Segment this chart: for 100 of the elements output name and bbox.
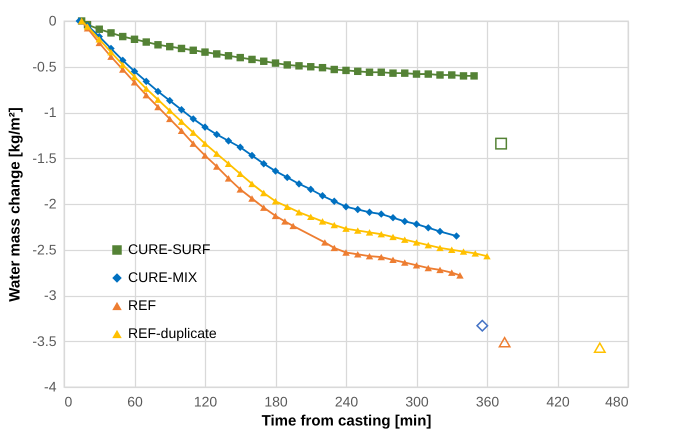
- point: [318, 64, 326, 72]
- point: [154, 88, 162, 96]
- point: [166, 96, 174, 104]
- point: [142, 78, 150, 86]
- point: [389, 234, 397, 240]
- point: [260, 160, 268, 168]
- point: [452, 232, 460, 240]
- point: [213, 163, 220, 170]
- point: [224, 175, 232, 182]
- x-tick-label: 120: [194, 394, 218, 410]
- point: [142, 92, 150, 98]
- point: [178, 118, 186, 125]
- point: [378, 68, 385, 76]
- x-tick-label: 0: [64, 394, 72, 410]
- point: [476, 320, 488, 332]
- point: [436, 244, 444, 252]
- point: [236, 186, 244, 193]
- point: [307, 63, 314, 70]
- point: [190, 46, 197, 54]
- point: [401, 218, 408, 226]
- point: [142, 38, 150, 46]
- point: [330, 198, 338, 205]
- point: [366, 68, 374, 76]
- x-tick-label: 420: [546, 394, 570, 410]
- point: [178, 128, 186, 134]
- point: [119, 32, 126, 40]
- point: [236, 144, 244, 151]
- point: [412, 220, 420, 228]
- point: [307, 214, 314, 220]
- point: [284, 61, 291, 69]
- point: [154, 41, 162, 48]
- legend-label: REF: [128, 297, 156, 313]
- point: [472, 250, 479, 257]
- y-tick-label: -3: [44, 287, 57, 303]
- point: [330, 244, 338, 252]
- point: [107, 48, 115, 56]
- point: [460, 72, 468, 80]
- point: [236, 170, 244, 178]
- point: [154, 104, 162, 110]
- point: [342, 66, 350, 74]
- point: [248, 180, 256, 188]
- point: [190, 115, 197, 123]
- point: [260, 58, 268, 65]
- point: [272, 212, 280, 220]
- point: [130, 79, 138, 86]
- x-tick-label: 360: [476, 394, 500, 410]
- point: [224, 52, 232, 60]
- point: [281, 218, 289, 225]
- point: [389, 69, 397, 77]
- point: [248, 56, 256, 64]
- x-axis-title: Time from casting [min]: [262, 412, 432, 430]
- y-tick-label: -1.5: [32, 150, 57, 166]
- point: [224, 137, 232, 145]
- point: [470, 72, 478, 80]
- point: [412, 262, 420, 269]
- point: [401, 259, 408, 266]
- point: [236, 54, 244, 62]
- point: [284, 204, 291, 210]
- point: [248, 195, 256, 202]
- point: [289, 222, 297, 230]
- point: [119, 62, 126, 68]
- point: [96, 26, 103, 33]
- y-tick-label: 0: [48, 12, 57, 28]
- point: [448, 269, 456, 276]
- point: [213, 50, 220, 58]
- point: [342, 225, 350, 232]
- point: [307, 186, 314, 194]
- point: [213, 130, 220, 138]
- point: [412, 239, 420, 246]
- point: [272, 59, 280, 67]
- point: [424, 224, 432, 232]
- point: [107, 29, 115, 37]
- point: [330, 66, 338, 74]
- point: [130, 36, 138, 44]
- point: [436, 266, 444, 274]
- x-tick-label: 60: [127, 394, 143, 410]
- point: [190, 140, 197, 147]
- point: [424, 264, 432, 272]
- y-tick-label: -3.5: [32, 332, 57, 349]
- point: [354, 68, 362, 76]
- point: [366, 252, 374, 260]
- point: [354, 251, 362, 258]
- point: [483, 252, 491, 260]
- x-tick-label: 300: [405, 394, 429, 410]
- legend-label: CURE-MIX: [128, 269, 198, 285]
- point: [424, 242, 432, 248]
- y-axis-title: Water mass change [kg/m²]: [6, 107, 24, 302]
- y-tick-label: -2.5: [32, 241, 57, 258]
- point: [366, 229, 374, 236]
- point: [260, 190, 268, 196]
- legend-label: REF-duplicate: [128, 325, 217, 341]
- point: [401, 236, 408, 243]
- point: [378, 230, 385, 238]
- point: [401, 69, 408, 77]
- point: [96, 36, 103, 43]
- point: [330, 222, 338, 228]
- point: [318, 218, 326, 225]
- point: [154, 96, 162, 103]
- point: [448, 71, 456, 79]
- x-tick-label: 180: [264, 394, 288, 410]
